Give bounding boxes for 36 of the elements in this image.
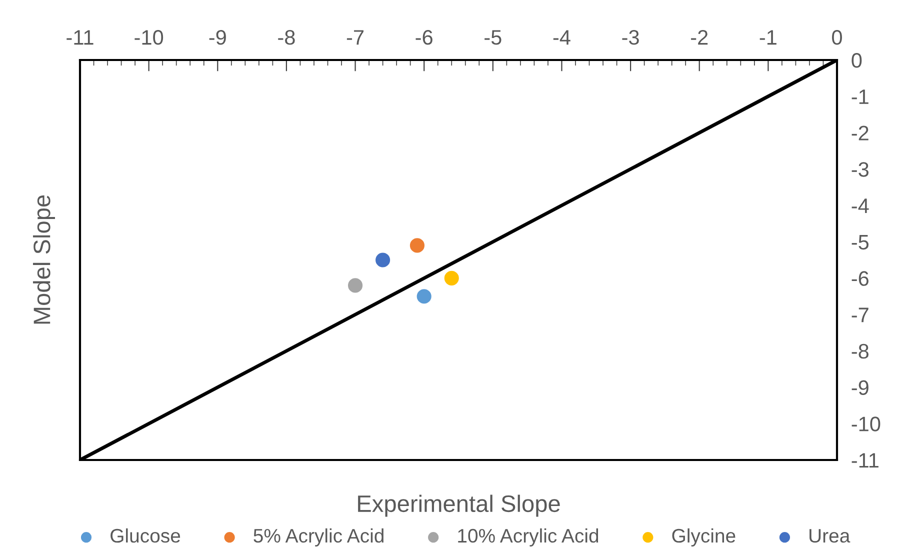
point — [348, 278, 363, 293]
y-tick-label: -2 — [852, 126, 868, 140]
y-tick-label: -3 — [852, 162, 868, 177]
y-tick-label: -6 — [852, 271, 868, 286]
y-tick-label: -4 — [852, 198, 869, 214]
legend-label: Glucose — [110, 528, 180, 543]
y-tick-label: -1 — [852, 90, 868, 104]
point — [376, 252, 390, 268]
x-axis-title: Experimental Slope — [358, 494, 560, 517]
legend-label: Glycine — [672, 528, 736, 546]
x-tick-label: -4 — [553, 30, 570, 45]
legend-label: 5% Acrylic Acid — [254, 528, 384, 546]
y-tick-label: -11 — [852, 453, 878, 468]
x-tick-label: -11 — [66, 30, 94, 45]
x-tick-label: -6 — [416, 30, 432, 45]
x-tick-label: -9 — [209, 30, 226, 45]
y-tick-label: -7 — [852, 308, 868, 322]
x-tick-label: -8 — [278, 30, 295, 45]
legend-label: Urea — [810, 529, 850, 543]
x-tick-label: -3 — [622, 30, 639, 45]
x-tick-label: -5 — [484, 30, 502, 45]
y-tick-label: -5 — [852, 235, 869, 250]
x-tick-label: -1 — [760, 30, 776, 45]
y-tick-label: -9 — [852, 380, 868, 396]
point — [444, 270, 459, 286]
point — [416, 289, 432, 304]
x-tick-label: -7 — [346, 30, 364, 45]
y-axis-title: Model Slope — [32, 195, 55, 324]
y-tick-label: -10 — [852, 416, 880, 432]
point — [410, 238, 424, 253]
y-tick-label: -8 — [852, 344, 869, 359]
x-tick-label: -2 — [691, 30, 708, 45]
x-tick-label: -10 — [134, 30, 164, 45]
x-tick-label: 0 — [832, 30, 842, 45]
legend-label: 10% Acrylic Acid — [458, 528, 598, 546]
y-tick-label: 0 — [852, 53, 862, 68]
